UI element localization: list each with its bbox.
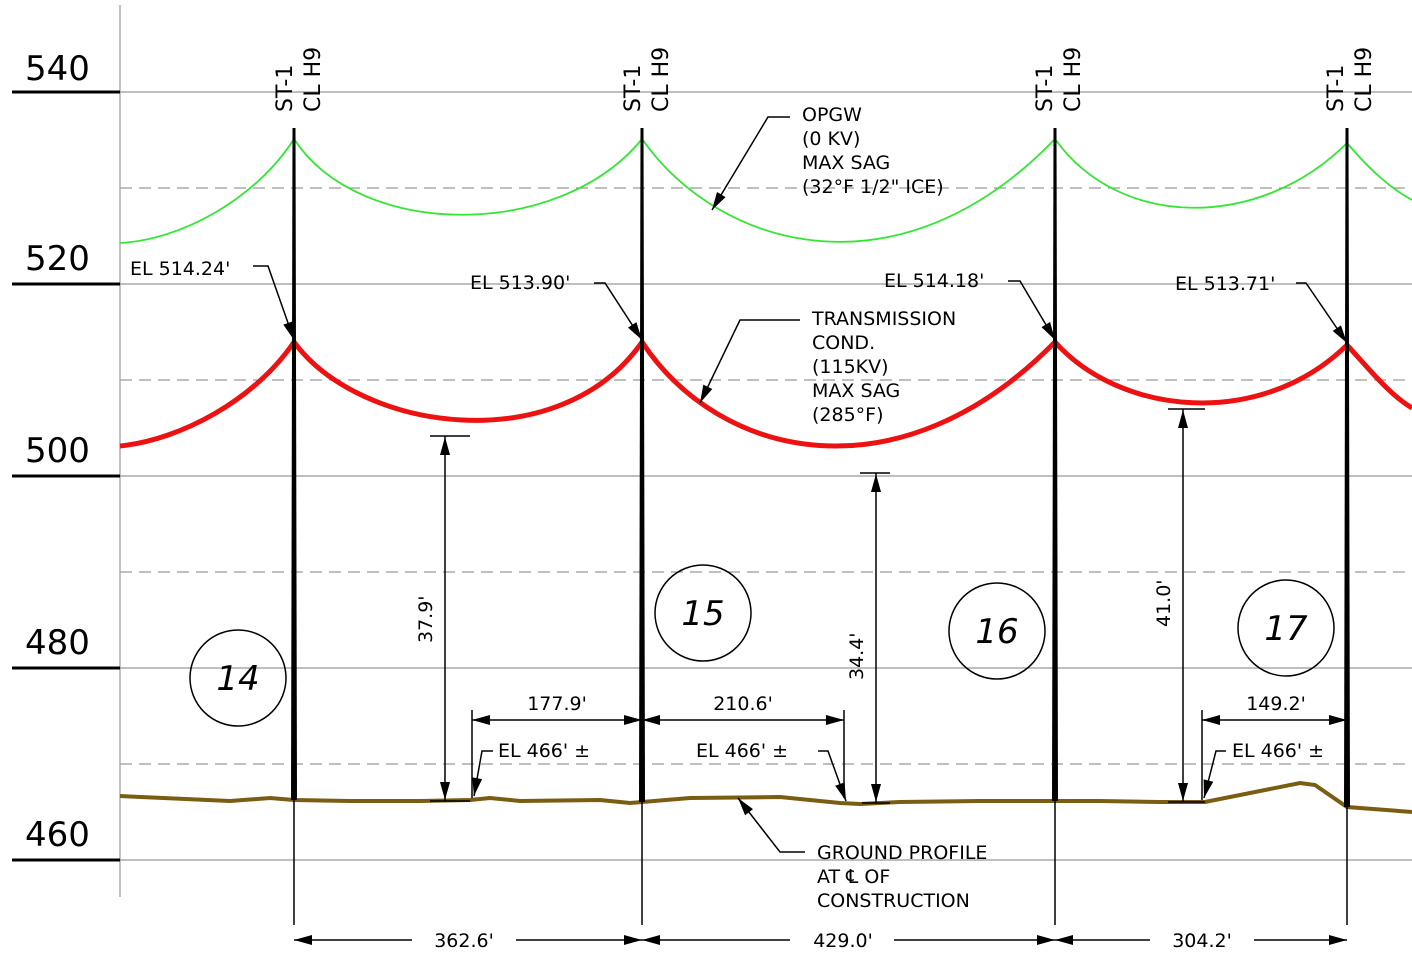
conductor-note-line: COND. [812, 332, 875, 354]
conductor-note-line: MAX SAG [812, 380, 900, 402]
tower-structures [291, 128, 1350, 925]
arrowhead [738, 798, 753, 816]
tower-cl-label: CL H9 [1061, 47, 1086, 112]
tower-cl-label: CL H9 [301, 47, 326, 112]
opgw-note-line: OPGW [802, 104, 862, 126]
arrowhead [712, 192, 726, 210]
tower-type-label: ST-1 [1324, 65, 1349, 112]
elev-tick-label: 480 [25, 623, 90, 663]
ground-elevation-label: EL 466' ± [696, 740, 788, 762]
tower-cl-label: CL H9 [1352, 47, 1377, 112]
elev-tick-label: 540 [25, 49, 90, 89]
tower-number-circles: 14 15 16 17 [189, 564, 1335, 727]
opgw-note-line: (32°F 1/2" ICE) [802, 176, 944, 198]
ground-note-line: CONSTRUCTION [817, 890, 970, 912]
clearance-label: 41.0' [1153, 579, 1175, 627]
attachment-elevation-callouts: EL 514.24' EL 513.90' EL 514.18' EL 513.… [130, 258, 1348, 344]
ground-profile [119, 780, 1412, 814]
tower-type-label: ST-1 [273, 65, 298, 112]
elev-tick-label: 520 [25, 239, 90, 279]
opgw-note: OPGW (0 KV) MAX SAG (32°F 1/2" ICE) [711, 104, 944, 211]
clearance-label: 37.9' [415, 595, 437, 643]
arrowhead [642, 935, 660, 945]
attach-elevation-label: EL 513.71' [1175, 273, 1275, 295]
tower-cl-label: CL H9 [649, 47, 674, 112]
offset-label: 177.9' [527, 693, 587, 715]
ground-note-line: AT ℄ OF [817, 866, 890, 888]
arrowhead [1055, 935, 1073, 945]
elevation-grid [119, 5, 1412, 897]
span-length-label: 304.2' [1172, 930, 1232, 952]
arrowhead [294, 935, 312, 945]
ground-elevation-label: EL 466' ± [1232, 740, 1324, 762]
ground-elevation-callouts: EL 466' ± EL 466' ± EL 466' ± [473, 740, 1324, 802]
arrowhead [628, 322, 642, 340]
offset-label: 149.2' [1246, 693, 1306, 715]
arrowhead [624, 715, 642, 725]
span-length-label: 429.0' [813, 930, 873, 952]
arrowhead [1329, 935, 1347, 945]
arrowhead [1329, 715, 1347, 725]
attach-elevation-label: EL 513.90' [470, 272, 570, 294]
arrowhead [472, 715, 490, 725]
arrowhead [826, 715, 844, 725]
span-length-label: 362.6' [434, 930, 494, 952]
tower-16 [1052, 128, 1058, 801]
ground-elevation-label: EL 466' ± [498, 740, 590, 762]
attach-elevation-label: EL 514.24' [130, 258, 230, 280]
tower-number: 16 [975, 612, 1018, 652]
tower-type-label: ST-1 [1033, 65, 1058, 112]
conductor-note-line: (115KV) [812, 356, 889, 378]
conductor-note: TRANSMISSION COND. (115KV) MAX SAG (285°… [699, 308, 956, 426]
ground-note: GROUND PROFILE AT ℄ OF CONSTRUCTION [737, 797, 987, 912]
arrowhead [871, 784, 881, 802]
tower-14 [291, 128, 297, 800]
low-point-offset-dimensions: 177.9' 210.6' 149.2' [471, 693, 1347, 800]
tower-17 [1344, 128, 1350, 807]
arrowhead [700, 384, 713, 403]
tower-number: 14 [216, 659, 259, 699]
arrowhead [624, 935, 642, 945]
arrowhead [472, 777, 483, 796]
transmission-conductor [119, 337, 1412, 449]
tower-type-label: ST-1 [621, 65, 646, 112]
arrowhead [1178, 783, 1188, 801]
opgw-note-line: (0 KV) [802, 128, 860, 150]
arrowhead [1178, 410, 1188, 428]
opgw-wire [119, 137, 1412, 244]
arrowhead [1203, 779, 1214, 798]
arrowhead [1332, 325, 1347, 343]
opgw-note-line: MAX SAG [802, 152, 890, 174]
dimension-arrowheads [283, 192, 1347, 945]
arrowhead [440, 782, 450, 800]
arrowhead [440, 437, 450, 455]
elev-tick-label: 500 [25, 431, 90, 471]
attach-elevation-label: EL 514.18' [884, 270, 984, 292]
ground-note-line: GROUND PROFILE [817, 842, 987, 864]
elevation-axis: 540 520 500 480 460 [12, 49, 120, 862]
arrowhead [642, 715, 660, 725]
conductor-note-line: (285°F) [812, 404, 884, 426]
arrowhead [1037, 935, 1055, 945]
span-dimensions: 362.6' 429.0' 304.2' [294, 928, 1347, 952]
arrowhead [1202, 715, 1220, 725]
elev-tick-label: 460 [25, 815, 90, 855]
arrowhead [871, 474, 881, 492]
tower-number: 17 [1264, 609, 1308, 649]
clearance-dimensions: 37.9' 34.4' 41.0' [415, 408, 1205, 804]
tower-labels: ST-1 CL H9 ST-1 CL H9 ST-1 CL H9 ST-1 CL… [273, 47, 1377, 112]
arrowhead [835, 782, 846, 801]
tower-number: 15 [681, 594, 724, 634]
tower-15 [639, 128, 645, 802]
arrowhead [1041, 321, 1055, 340]
conductor-note-line: TRANSMISSION [811, 308, 956, 330]
clearance-label: 34.4' [846, 632, 868, 680]
offset-label: 210.6' [713, 693, 773, 715]
arrowhead [283, 321, 294, 340]
